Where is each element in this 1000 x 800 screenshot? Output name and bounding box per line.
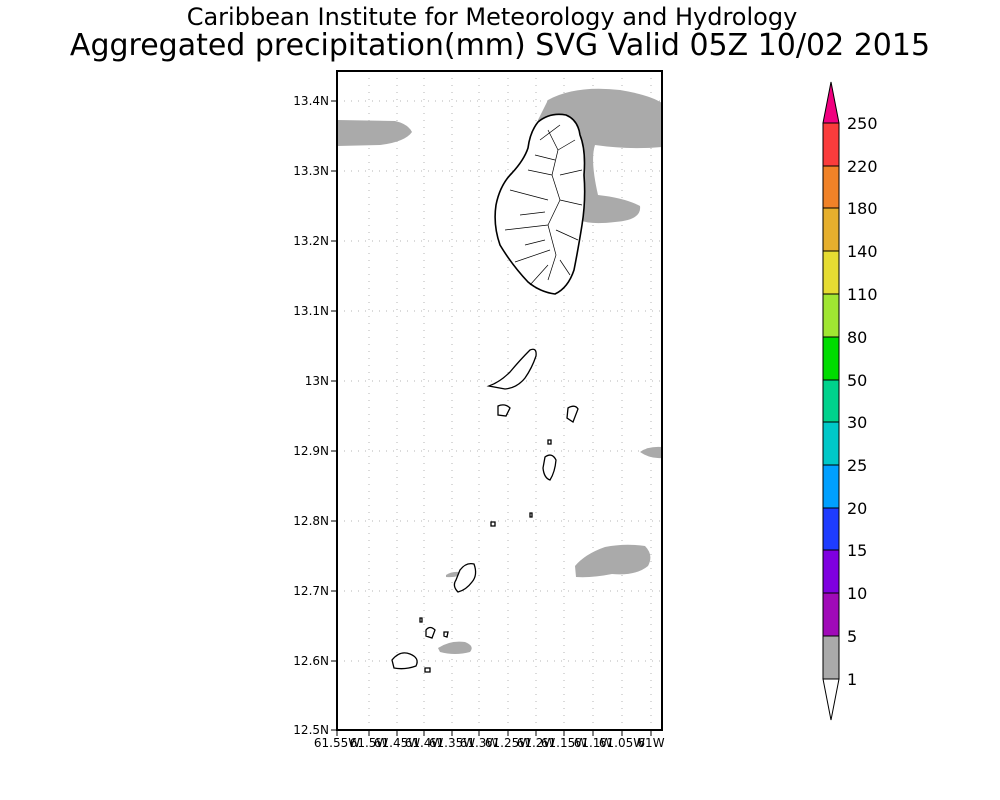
island-small: [490, 521, 496, 527]
precip-area: [438, 641, 472, 654]
lat-tick-label: 12.8N: [293, 514, 329, 528]
lat-tick-label: 12.5N: [293, 723, 329, 737]
lat-tick-label: 13.3N: [293, 164, 329, 178]
precip-area: [337, 120, 412, 146]
island-small: [425, 626, 436, 639]
island-small: [566, 405, 579, 423]
colorbar-label: 15: [847, 541, 867, 560]
map-subtitle: Aggregated precipitation(mm) SVG Valid 0…: [69, 28, 931, 63]
lat-tick-label: 12.9N: [293, 444, 329, 458]
map-frame: [336, 70, 663, 731]
colorbar-box: [822, 165, 840, 209]
island-small: [529, 512, 533, 518]
island-small: [497, 404, 511, 417]
colorbar-box: [822, 122, 840, 167]
lon-tick-label: 61.55W: [314, 736, 360, 750]
lon-tick-label: 61.5W: [350, 736, 389, 750]
colorbar-label: 80: [847, 328, 867, 347]
colorbar-low-arrow: [822, 678, 840, 721]
lat-tick-label: 13.4N: [293, 94, 329, 108]
colorbar-label: 220: [847, 157, 878, 176]
lon-tick-label: 61W: [637, 736, 664, 750]
island-small: [547, 439, 552, 445]
lat-tick-label: 12.6N: [293, 654, 329, 668]
colorbar-box: [822, 592, 840, 637]
colorbar-label: 140: [847, 242, 878, 261]
grenadines-islands: [391, 348, 579, 673]
lon-tick-label: 61.2W: [517, 736, 556, 750]
colorbar-labels: 1 5 10 15 20 25 30 50 80 110 140 180 220…: [847, 114, 878, 689]
colorbar-box: [822, 635, 840, 680]
colorbar-box: [822, 379, 840, 423]
page-title: Caribbean Institute for Meteorology and …: [186, 3, 798, 31]
lat-tick-label: 13N: [305, 374, 329, 388]
island-carriacou: [391, 652, 418, 670]
precip-area: [640, 446, 662, 459]
lon-tick-label: 61.15W: [541, 736, 587, 750]
lat-axis: 13.4N 13.3N 13.2N 13.1N 13N 12.9N 12.8N …: [293, 94, 329, 737]
island-union: [453, 562, 477, 593]
map-area: [337, 71, 662, 730]
colorbar-label: 30: [847, 413, 867, 432]
lon-tick-label: 61.05W: [599, 736, 645, 750]
colorbar-box: [822, 549, 840, 594]
lon-axis: 61.55W 61.5W 61.45W 61.4W 61.35W 61.3W 6…: [314, 736, 665, 750]
island-canouan: [542, 454, 557, 481]
axis-ticks: [331, 100, 652, 736]
colorbar-label: 180: [847, 199, 878, 218]
island-small: [419, 617, 423, 623]
colorbar-label: 110: [847, 285, 878, 304]
colorbar-box: [822, 507, 840, 551]
lon-tick-label: 61.35W: [429, 736, 475, 750]
lon-tick-label: 61.25W: [485, 736, 531, 750]
precip-area: [575, 544, 651, 578]
lon-tick-label: 61.1W: [574, 736, 613, 750]
river-network: [504, 124, 583, 286]
colorbar-box: [822, 207, 840, 252]
island-bequia: [486, 348, 537, 390]
colorbar-box: [822, 336, 840, 381]
colorbar: 1 5 10 15 20 25 30 50 80 110 140 180 220…: [822, 81, 878, 721]
colorbar-box: [822, 293, 840, 338]
lat-tick-label: 13.1N: [293, 304, 329, 318]
lon-tick-label: 61.45W: [374, 736, 420, 750]
lat-tick-label: 12.7N: [293, 584, 329, 598]
lon-tick-label: 61.3W: [460, 736, 499, 750]
colorbar-box: [822, 421, 840, 466]
lat-tick-label: 13.2N: [293, 234, 329, 248]
colorbar-label: 20: [847, 499, 867, 518]
colorbar-label: 50: [847, 371, 867, 390]
colorbar-label: 1: [847, 670, 857, 689]
island-small: [443, 631, 449, 638]
colorbar-label: 250: [847, 114, 878, 133]
island-st-vincent: [494, 113, 586, 295]
colorbar-label: 5: [847, 627, 857, 646]
colorbar-high-arrow: [822, 81, 840, 124]
colorbar-label: 25: [847, 456, 867, 475]
colorbar-box: [822, 250, 840, 295]
map-background: [337, 71, 662, 730]
island-small: [424, 667, 431, 673]
colorbar-label: 10: [847, 584, 867, 603]
lon-tick-label: 61.4W: [405, 736, 444, 750]
colorbar-box: [822, 464, 840, 509]
gridlines: [337, 71, 662, 730]
